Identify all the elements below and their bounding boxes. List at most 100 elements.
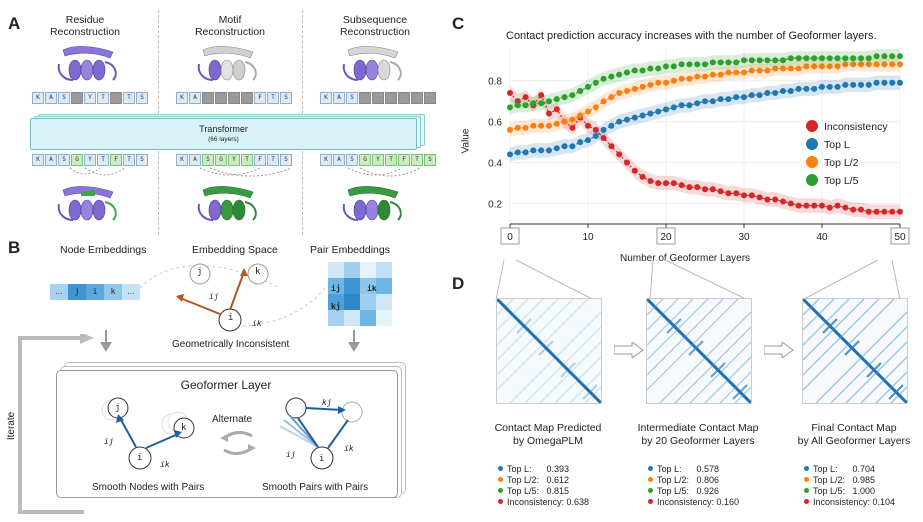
data-point [881, 208, 888, 215]
data-point [764, 196, 771, 203]
sequence-token: S [280, 92, 292, 104]
data-point [772, 90, 779, 97]
contact-maps-row: Contact Map Predicted by OmegaPLM Top L: … [495, 298, 916, 522]
node-cell: j [68, 284, 86, 300]
metric-row: Top L/2: 0.806 [648, 475, 719, 486]
data-point [686, 102, 693, 109]
node-cell: … [50, 284, 68, 300]
metric-row: Inconsistency: 0.638 [498, 497, 589, 508]
protein-structure-top-3 [342, 46, 402, 81]
data-point [787, 87, 794, 94]
sequence-token [228, 92, 240, 104]
iterate-loop-arrow [18, 334, 94, 514]
confidence-band [510, 85, 900, 219]
smooth-node-j: j [115, 403, 121, 413]
sequence-token: A [189, 92, 201, 104]
pairs-edge-ij: ij [286, 450, 296, 459]
data-point [889, 208, 896, 215]
data-point [678, 102, 685, 109]
data-point [616, 118, 623, 125]
data-point [616, 90, 623, 97]
x-axis-label: Number of Geoformer Layers [620, 253, 751, 264]
metric-row: Top L: 0.393 [498, 464, 569, 475]
data-point [834, 63, 841, 70]
node-i-label: i [228, 313, 234, 323]
data-point [655, 180, 662, 187]
data-point [803, 55, 810, 62]
data-point [834, 55, 841, 62]
data-point [725, 69, 732, 76]
node-cell: i [86, 284, 104, 300]
data-point [678, 75, 685, 82]
data-point [811, 55, 818, 62]
x-tick-label: 10 [582, 232, 594, 243]
data-point [826, 204, 833, 211]
metric-label: Top L/2: 0.612 [507, 475, 570, 485]
smooth-edge-ij: ij [104, 437, 114, 446]
contact-map-caption: Final Contact Map by All Geoformer Layer… [797, 422, 911, 447]
data-point [631, 67, 638, 74]
data-point [553, 96, 560, 103]
pair-embeddings-title: Pair Embeddings [310, 244, 390, 256]
data-point [772, 196, 779, 203]
legend-marker-icon [806, 120, 818, 132]
data-point [522, 149, 529, 156]
subsequence-reconstruction-title: Subsequence Reconstruction [339, 14, 411, 38]
data-point [748, 57, 755, 64]
motif-reconstruction-title: Motif Reconstruction [194, 14, 266, 38]
down-arrow-icon [348, 330, 360, 352]
sequence-token: A [189, 154, 201, 166]
smooth-nodes-label: Smooth Nodes with Pairs [92, 482, 205, 493]
pairs-node-i: i [319, 454, 325, 464]
node-embeddings-title: Node Embeddings [60, 244, 147, 256]
edge-ij-label: ij [209, 292, 219, 301]
smooth-edge-ik: ik [160, 460, 170, 469]
data-point [514, 124, 521, 131]
data-point [897, 61, 903, 68]
data-point [522, 124, 529, 131]
data-point [834, 83, 841, 90]
confidence-band [510, 49, 900, 115]
data-point [647, 65, 654, 72]
metric-label: Inconsistency: 0.638 [507, 497, 590, 507]
data-point [780, 57, 786, 64]
pair-arcs [69, 167, 421, 177]
metric-dot-icon [804, 466, 809, 471]
data-point [787, 55, 794, 62]
data-point [842, 61, 849, 68]
x-tick-label: 0 [507, 232, 513, 243]
metric-label: Top L/2: 0.985 [813, 475, 876, 485]
data-point [608, 94, 615, 101]
data-point [530, 100, 537, 107]
metric-row: Top L/5: 0.926 [648, 486, 719, 497]
pair-cell-kj: kj [331, 302, 341, 311]
data-point [803, 85, 810, 92]
data-point [507, 90, 513, 97]
smooth-node-k: k [181, 423, 187, 433]
sequence-token: S [136, 92, 148, 104]
data-point [538, 92, 545, 99]
panel-letter-b: B [8, 238, 21, 257]
data-point [826, 55, 833, 62]
data-point [624, 159, 630, 166]
data-point [897, 53, 903, 60]
data-point [624, 87, 630, 94]
panel-letter-d: D [452, 274, 465, 293]
node-j-label: j [197, 267, 203, 277]
zoom-box [890, 227, 910, 245]
data-point [670, 63, 677, 70]
data-point [741, 192, 747, 199]
data-point [756, 194, 763, 201]
sequence-token: S [424, 154, 436, 166]
contact-map-image [646, 298, 752, 404]
smooth-node-i: i [137, 453, 143, 463]
data-point [624, 69, 630, 76]
legend-item: Top L [806, 136, 888, 154]
sequence-token: Y [84, 92, 96, 104]
data-point [585, 122, 591, 129]
pair-cell-ij: ij [331, 284, 341, 293]
sequence-token [398, 92, 410, 104]
